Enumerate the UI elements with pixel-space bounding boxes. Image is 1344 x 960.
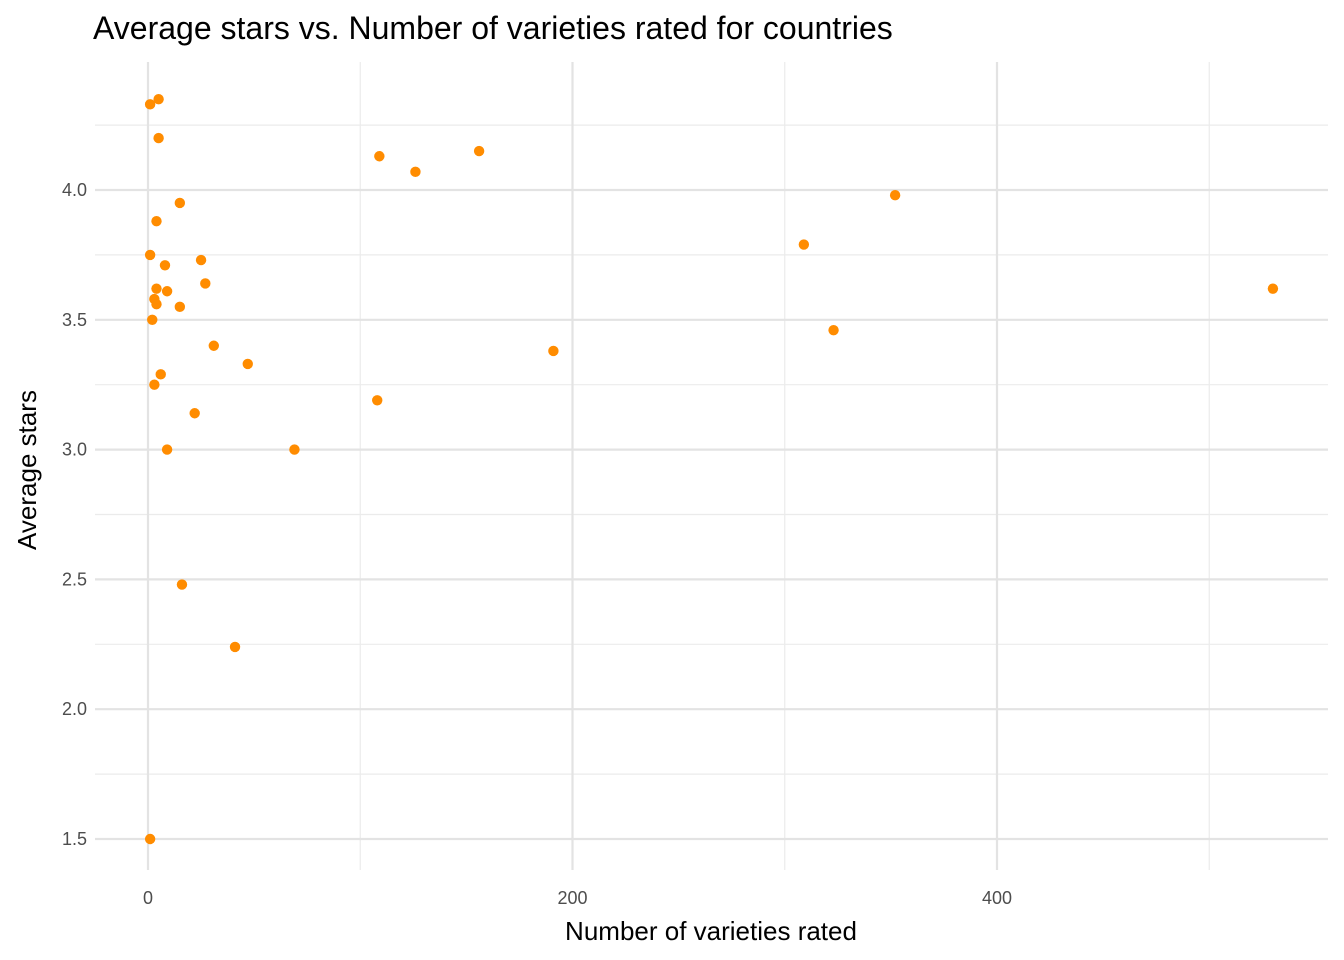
y-tick-label: 3.0 (62, 440, 87, 460)
data-point (161, 444, 173, 455)
data-point (151, 283, 162, 294)
y-tick-label: 2.0 (62, 699, 87, 719)
data-point (242, 358, 253, 370)
data-point (144, 99, 156, 110)
grid (95, 62, 1328, 870)
y-tick-label: 4.0 (62, 180, 87, 200)
data-point (289, 444, 300, 455)
points (144, 93, 1279, 845)
data-point (374, 151, 385, 162)
data-point (1267, 283, 1279, 294)
data-point (410, 166, 421, 178)
data-point (149, 379, 160, 390)
chart-title: Average stars vs. Number of varieties ra… (93, 10, 893, 46)
x-axis-label: Number of varieties rated (565, 916, 857, 946)
data-point (176, 579, 188, 590)
data-point (174, 301, 186, 313)
y-tick-label: 3.5 (62, 310, 87, 330)
data-point (473, 145, 485, 157)
data-point (161, 286, 173, 297)
data-point (147, 314, 158, 325)
data-point (151, 215, 162, 227)
data-point (828, 324, 839, 336)
data-point (144, 249, 156, 261)
data-point (548, 345, 559, 357)
data-point (200, 278, 211, 289)
y-tick-label: 1.5 (62, 829, 87, 849)
data-point (889, 189, 901, 201)
x-tick-label: 0 (143, 888, 153, 908)
data-point (174, 197, 186, 209)
y-tick-label: 2.5 (62, 569, 87, 589)
y-axis-label: Average stars (12, 390, 42, 550)
data-point (189, 408, 200, 419)
data-point (798, 239, 810, 250)
data-point (151, 299, 162, 310)
data-point (229, 641, 241, 653)
tick-labels: 1.5 2.0 2.5 3.0 3.5 4.0 0 200 400 (62, 180, 1012, 908)
x-tick-label: 200 (557, 888, 587, 908)
data-point (155, 369, 166, 380)
data-point (195, 254, 207, 266)
data-point (159, 260, 171, 271)
data-point (153, 132, 164, 144)
data-point (144, 833, 156, 845)
data-point (372, 395, 383, 406)
data-point (208, 340, 219, 351)
data-point (153, 93, 164, 105)
x-tick-label: 400 (982, 888, 1012, 908)
